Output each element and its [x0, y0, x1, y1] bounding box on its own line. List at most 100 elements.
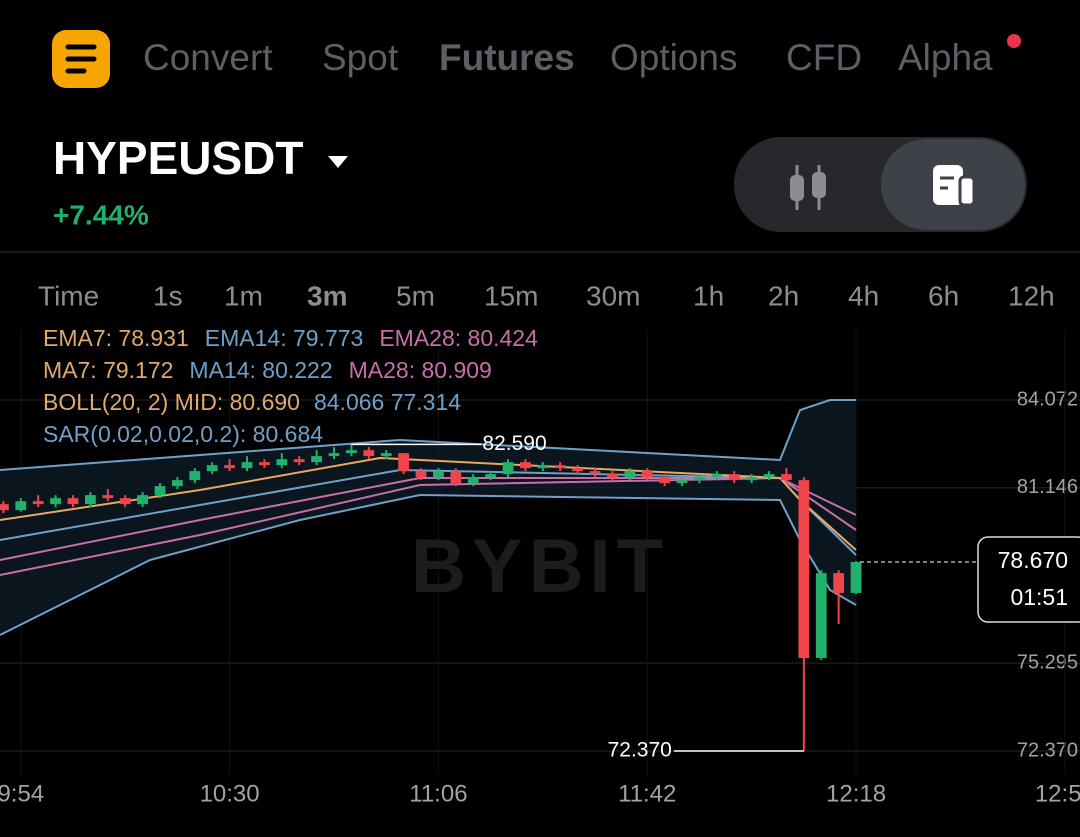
candle-body — [293, 459, 305, 463]
high-marker-label: 82.590 — [482, 432, 546, 455]
interval-tab[interactable]: 1m — [224, 280, 263, 311]
candle-body — [485, 474, 497, 478]
candle-body — [746, 477, 758, 481]
nav-tab[interactable]: Options — [610, 37, 738, 78]
candle-body — [67, 498, 79, 505]
candle-body — [607, 474, 618, 478]
x-tick-label: 12:18 — [826, 780, 886, 807]
indicator-label: 84.066 77.314 — [314, 389, 461, 415]
y-tick-label: 81.146 — [1017, 476, 1078, 498]
candle-body — [311, 456, 323, 463]
x-tick-label: 11:42 — [618, 780, 676, 807]
x-tick-label: 11:06 — [409, 780, 467, 807]
watermark: BYBIT — [411, 524, 669, 609]
ma7-line — [0, 456, 857, 551]
interval-tab[interactable]: 1h — [693, 280, 724, 311]
candle-body — [694, 477, 705, 481]
interval-tab[interactable]: 12h — [1008, 280, 1055, 311]
indicator-label: EMA28: 80.424 — [379, 325, 538, 351]
candle-body — [172, 480, 183, 487]
candle-body — [380, 453, 392, 457]
candle-body — [241, 462, 253, 469]
interval-tab[interactable]: 2h — [768, 280, 799, 311]
symbol-dropdown[interactable] — [328, 156, 348, 168]
candle-body — [346, 450, 357, 454]
candle-icon — [812, 172, 826, 198]
candle-view-button[interactable] — [790, 165, 826, 210]
candle-body — [850, 562, 862, 593]
nav-tab[interactable]: CFD — [786, 37, 862, 78]
interval-tab[interactable]: 3m — [307, 280, 347, 311]
candle-body — [641, 471, 653, 478]
candle-body — [224, 465, 236, 469]
interval-tab[interactable]: 6h — [928, 280, 959, 311]
candle-body — [259, 462, 270, 466]
indicator-label: EMA14: 79.773 — [205, 325, 364, 351]
interval-tab[interactable]: 5m — [396, 280, 435, 311]
countdown-label: 01:51 — [1010, 584, 1068, 610]
candle-body — [206, 465, 218, 472]
ma28-line — [0, 476, 857, 576]
nav-tab[interactable]: Convert — [143, 37, 273, 78]
candle-body — [102, 495, 114, 499]
candle-body — [154, 486, 166, 496]
candle-body — [15, 501, 27, 511]
interval-tab[interactable]: 1s — [153, 280, 183, 311]
menu-button[interactable] — [52, 30, 110, 88]
y-tick-label: 84.072 — [1017, 388, 1078, 410]
candle-body — [189, 471, 201, 481]
candle-body — [0, 504, 9, 511]
indicator-label: MA28: 80.909 — [349, 357, 492, 383]
last-price-label: 78.670 — [998, 547, 1068, 573]
candle-body — [763, 474, 775, 478]
candle-body — [450, 471, 462, 484]
candle-body — [328, 453, 340, 457]
candle-body — [728, 474, 740, 481]
candle-body — [537, 465, 549, 469]
last-price-box — [977, 536, 1080, 623]
candle-body — [554, 465, 566, 469]
candle-body — [659, 477, 671, 484]
candle-body — [833, 573, 845, 593]
y-tick-label: 75.295 — [1017, 652, 1078, 674]
candle-body — [85, 495, 96, 505]
candle-body — [676, 480, 688, 484]
symbol-name[interactable]: HYPEUSDT — [53, 132, 303, 184]
ema28-line — [0, 477, 857, 561]
price-change: +7.44% — [53, 199, 149, 230]
doc-icon — [958, 175, 976, 207]
interval-tab[interactable]: 15m — [484, 280, 538, 311]
boll-upper — [0, 399, 856, 471]
candle-body — [572, 468, 584, 472]
x-tick-label: 12:54 — [1035, 780, 1080, 807]
nav-tab[interactable]: Futures — [439, 37, 575, 78]
candle-body — [502, 462, 514, 475]
candle-body — [711, 474, 723, 478]
doc-icon-lines — [940, 176, 954, 190]
menu-icon — [65, 44, 97, 74]
candle-body — [363, 450, 375, 457]
indicator-label: SAR(0.02,0.02,0.2): 80.684 — [43, 421, 323, 447]
candle-body — [467, 477, 479, 484]
candle-body — [624, 471, 636, 478]
x-tick-label: 10:30 — [200, 780, 260, 807]
doc-icon — [933, 165, 963, 205]
boll-band — [0, 400, 856, 635]
candle-body — [520, 462, 531, 469]
candle-body — [781, 474, 792, 481]
candle-body — [589, 471, 601, 475]
candle-body — [815, 573, 827, 659]
info-view-button[interactable] — [881, 139, 1025, 230]
interval-tab[interactable]: 4h — [848, 280, 879, 311]
x-tick-label: 9:54 — [0, 780, 44, 807]
candle-body — [276, 459, 288, 466]
indicator-label: MA7: 79.172 — [43, 357, 173, 383]
nav-tab[interactable]: Alpha — [898, 37, 993, 78]
nav-tab[interactable]: Spot — [322, 37, 399, 78]
candle-body — [433, 471, 444, 478]
interval-tab[interactable]: Time — [38, 280, 99, 311]
interval-tab[interactable]: 30m — [586, 280, 640, 311]
candle-body — [50, 498, 61, 505]
